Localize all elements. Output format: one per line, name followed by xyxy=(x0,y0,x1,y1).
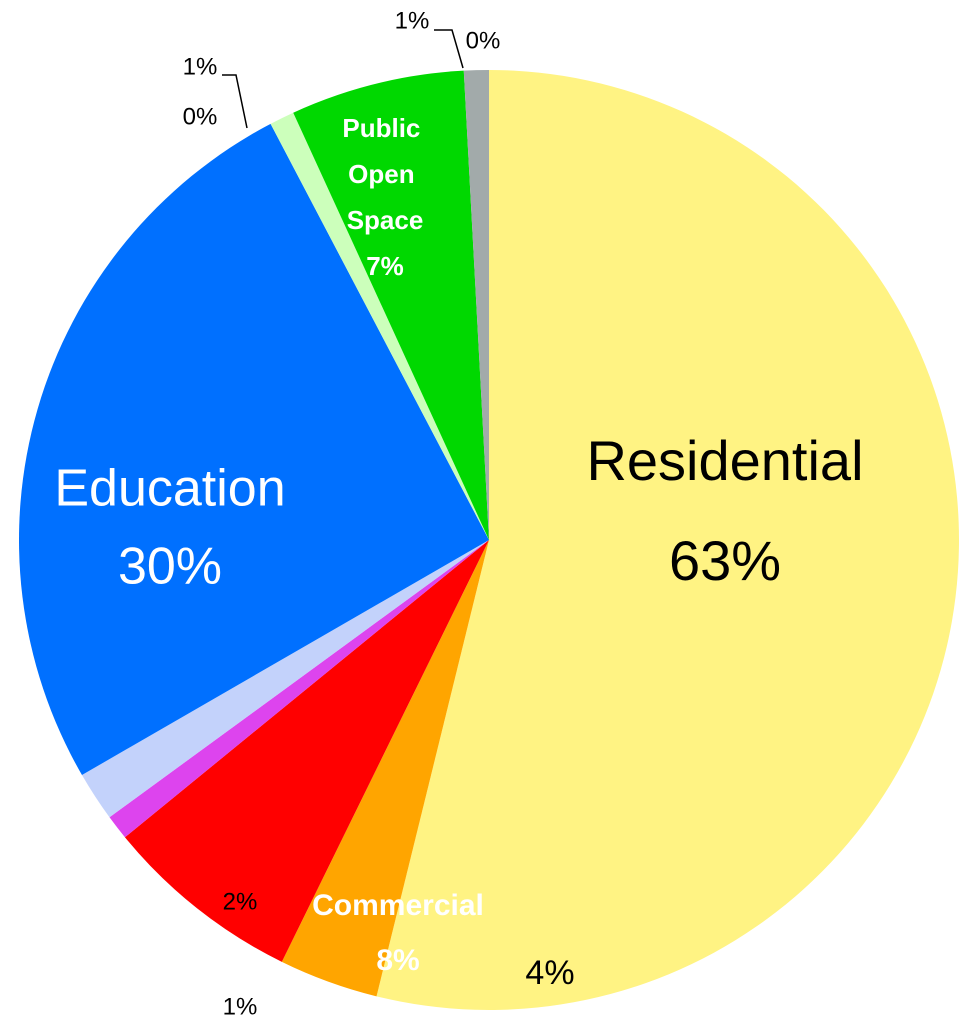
value-label: 1% xyxy=(223,993,258,1017)
slice xyxy=(109,540,489,838)
slice-label: Residential xyxy=(586,429,863,492)
slices xyxy=(18,70,959,1010)
label-line: Public xyxy=(342,113,427,143)
slice xyxy=(18,123,489,775)
leader-lines xyxy=(222,29,464,129)
value-label: 0% xyxy=(466,27,501,54)
slice xyxy=(81,540,489,818)
label-line: Space xyxy=(347,205,424,235)
slice-label: Education xyxy=(54,460,285,518)
label-line: Open xyxy=(348,159,422,189)
slice xyxy=(293,70,489,541)
value-label: 1% xyxy=(183,53,218,80)
leader-line xyxy=(222,74,248,129)
slice-label: Public Open Space xyxy=(342,113,427,235)
leader-line xyxy=(434,29,464,69)
value-label: 63% xyxy=(669,529,781,592)
value-label: 4% xyxy=(525,954,574,992)
value-label: 0% xyxy=(183,103,218,130)
value-label: 7% xyxy=(366,251,404,281)
value-label: 8% xyxy=(376,944,419,977)
slice xyxy=(270,112,489,540)
value-label: 30% xyxy=(118,538,222,596)
slice xyxy=(463,70,489,540)
slice xyxy=(376,70,959,1010)
value-label: 2% xyxy=(223,888,258,915)
slice xyxy=(124,540,489,962)
value-label: 1% xyxy=(395,7,430,34)
slice xyxy=(281,540,489,997)
slice-label: Commercial xyxy=(312,889,484,922)
